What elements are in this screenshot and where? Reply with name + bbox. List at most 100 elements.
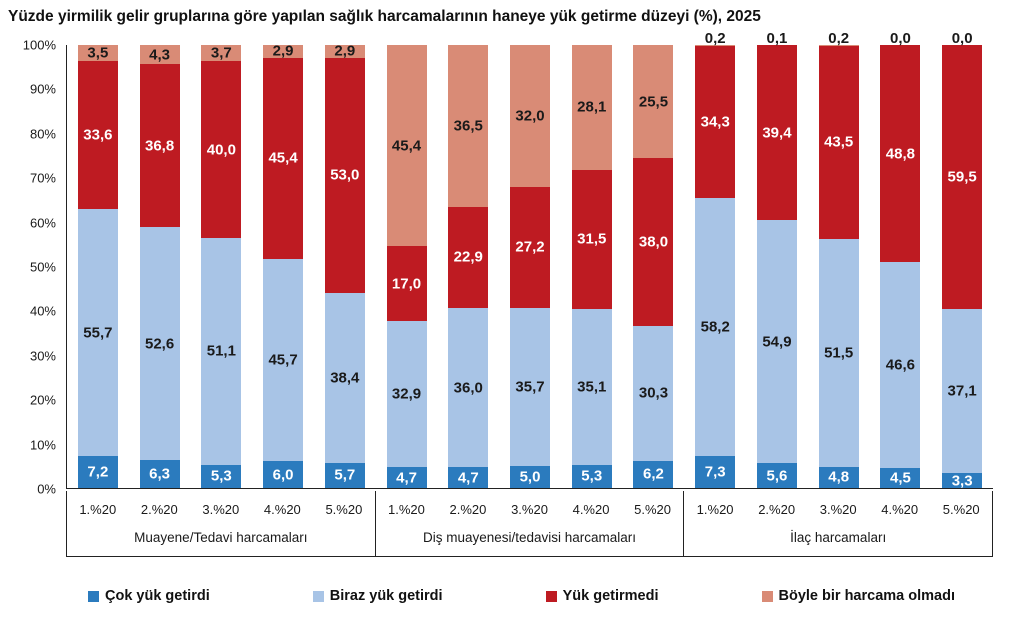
stacked-bar: 25,5 38,0 30,3 6,2 xyxy=(633,45,674,488)
category-label: 2.%20 xyxy=(449,501,487,517)
bar-value-label: 4,7 xyxy=(457,469,479,487)
bar-value-label: 46,6 xyxy=(885,356,916,374)
bar-segment: 45,4 xyxy=(386,45,427,247)
bar-value-label: 27,2 xyxy=(515,238,545,256)
bar-segment: 4,8 xyxy=(818,466,859,488)
bar-slot: 2,9 45,4 45,7 6,0 xyxy=(252,44,314,488)
bar-value-label: 33,6 xyxy=(83,126,113,144)
y-tick-label: 10% xyxy=(29,437,56,453)
category-label: 4.%20 xyxy=(881,501,919,517)
category-label: 1.%20 xyxy=(696,501,734,517)
bar-segment: 2,9 xyxy=(324,44,365,59)
bar-value-label: 5,3 xyxy=(581,467,603,485)
bar-segment: 38,4 xyxy=(324,292,365,463)
bar-value-label: 52,6 xyxy=(144,335,175,353)
plot-area: 3,5 33,6 55,7 7,2 4,3 36,8 52,6 6,3 3,7 40,0 51,1 5… xyxy=(66,31,993,490)
bar-segment: 40,0 xyxy=(201,61,242,239)
bar-segment: 32,0 xyxy=(510,45,550,188)
bar-segment: 36,0 xyxy=(448,307,489,468)
bar-slot: 0,0 48,8 46,6 4,5 xyxy=(870,32,932,488)
bar-value-label: 32,9 xyxy=(391,385,422,403)
bar-segment: 22,9 xyxy=(448,206,489,308)
bar-value-label: 5,3 xyxy=(210,467,232,485)
bar-value-label: 43,5 xyxy=(824,133,854,151)
bar-value-label: 32,0 xyxy=(515,107,545,125)
bar-segment: 34,3 xyxy=(695,45,736,198)
category-label: 2.%20 xyxy=(140,501,178,517)
bar-slot: 0,1 39,4 54,9 5,6 xyxy=(746,31,808,488)
y-tick-label: 80% xyxy=(29,126,56,142)
legend-item: Böyle bir harcama olmadı xyxy=(761,588,955,604)
bar-segment: 0,2 xyxy=(695,31,736,46)
bar-value-label: 30,3 xyxy=(638,384,669,402)
group-label: Diş muayenesi/tedavisi harcamaları xyxy=(422,530,637,545)
x-group-cell: 1.%20 2.%20 3.%20 4.%20 5.%20 İlaç harcamalar… xyxy=(683,490,992,556)
category-label: 5.%20 xyxy=(634,501,671,517)
bar-value-label: 37,1 xyxy=(947,382,977,400)
y-tick-label: 50% xyxy=(29,259,56,275)
stacked-bar: 0,0 59,5 37,1 3,3 xyxy=(942,32,983,490)
bar-value-label: 7,2 xyxy=(87,463,109,481)
stacked-bar: 2,9 53,0 38,4 5,7 xyxy=(324,44,365,488)
legend-item: Çok yük getirdi xyxy=(88,588,210,604)
bar-segment: 54,9 xyxy=(756,220,797,464)
bar-slot: 45,4 17,0 32,9 4,7 xyxy=(376,45,438,488)
bar-value-label: 45,7 xyxy=(268,351,298,369)
bar-segment: 6,0 xyxy=(263,461,304,488)
y-tick-label: 0% xyxy=(37,481,56,497)
bar-segment: 55,7 xyxy=(77,209,118,457)
bar-value-label: 6,3 xyxy=(149,465,171,483)
bar-value-label: 5,0 xyxy=(519,468,541,486)
bar-segment: 17,0 xyxy=(386,246,427,322)
bar-segment: 38,0 xyxy=(633,158,674,327)
bar-value-label: 6,0 xyxy=(272,466,294,484)
bar-segment: 0,2 xyxy=(818,31,859,46)
y-tick-label: 70% xyxy=(29,170,56,186)
stacked-bar: 0,1 39,4 54,9 5,6 xyxy=(756,31,797,488)
bar-value-label: 17,0 xyxy=(391,275,422,293)
bar-value-label: 6,2 xyxy=(643,465,664,483)
bar-value-label: 48,8 xyxy=(885,145,916,163)
bar-value-label: 40,0 xyxy=(206,141,236,159)
bar-value-label: 3,3 xyxy=(951,472,973,490)
bar-group: 0,2 34,3 58,2 7,3 0,1 39,4 54,9 5,6 0,2 43,5 51,5 4… xyxy=(684,31,993,490)
category-label: 5.%20 xyxy=(325,501,363,517)
bar-value-label: 25,5 xyxy=(638,93,669,111)
stacked-bar: 0,2 34,3 58,2 7,3 xyxy=(695,31,736,488)
stacked-bar: 0,0 48,8 46,6 4,5 xyxy=(880,32,921,488)
legend-swatch-icon xyxy=(545,590,557,602)
stacked-bar: 28,1 31,5 35,1 5,3 xyxy=(571,45,612,488)
bar-value-label: 36,0 xyxy=(453,379,483,397)
bar-slot: 2,9 53,0 38,4 5,7 xyxy=(314,44,376,488)
bar-group: 45,4 17,0 32,9 4,7 36,5 22,9 36,0 4,7 32,0 27,2 35… xyxy=(376,44,685,488)
stacked-bar: 36,5 22,9 36,0 4,7 xyxy=(448,44,489,488)
bar-segment: 25,5 xyxy=(633,45,674,158)
legend-label: Böyle bir harcama olmadı xyxy=(778,588,955,604)
bar-segment: 35,7 xyxy=(510,307,550,466)
bar-segment: 3,7 xyxy=(201,44,242,62)
bar-segment: 6,2 xyxy=(633,460,674,488)
chart-title: Yüzde yirmilik gelir gruplarına göre yap… xyxy=(8,8,761,25)
bar-slot: 32,0 27,2 35,7 5,0 xyxy=(499,45,561,488)
bar-segment: 51,1 xyxy=(201,238,242,465)
bar-segment: 36,8 xyxy=(139,64,180,228)
bar-value-label: 4,8 xyxy=(828,468,850,486)
category-row: 1.%20 2.%20 3.%20 4.%20 5.%20 xyxy=(67,491,375,524)
bar-slot: 0,2 43,5 51,5 4,8 xyxy=(808,31,870,488)
bar-value-label: 4,3 xyxy=(149,46,171,64)
stacked-bar: 45,4 17,0 32,9 4,7 xyxy=(386,45,427,488)
x-axis-label-box: 1.%20 2.%20 3.%20 4.%20 5.%20 Muayene/Tedavi … xyxy=(66,490,993,557)
bar-value-label: 38,0 xyxy=(638,233,669,251)
legend-item: Biraz yük getirdi xyxy=(312,588,443,604)
legend-swatch-icon xyxy=(312,590,324,602)
legend-item: Yük getirmedi xyxy=(545,588,658,604)
category-label: 3.%20 xyxy=(202,501,240,517)
bar-value-label: 3,5 xyxy=(87,44,109,62)
bar-value-label: 59,5 xyxy=(947,168,977,186)
bar-value-label: 45,4 xyxy=(391,137,422,155)
bar-group: 3,5 33,6 55,7 7,2 4,3 36,8 52,6 6,3 3,7 40,0 51,1 5… xyxy=(67,44,376,488)
y-axis: 0% 10% 20% 30% 40% 50% 60% 70% 80% 90% 100% xyxy=(0,38,60,497)
x-group-cell: 1.%20 2.%20 3.%20 4.%20 5.%20 Diş muayenesi/t… xyxy=(374,490,684,556)
bar-slot: 3,5 33,6 55,7 7,2 xyxy=(67,45,129,488)
